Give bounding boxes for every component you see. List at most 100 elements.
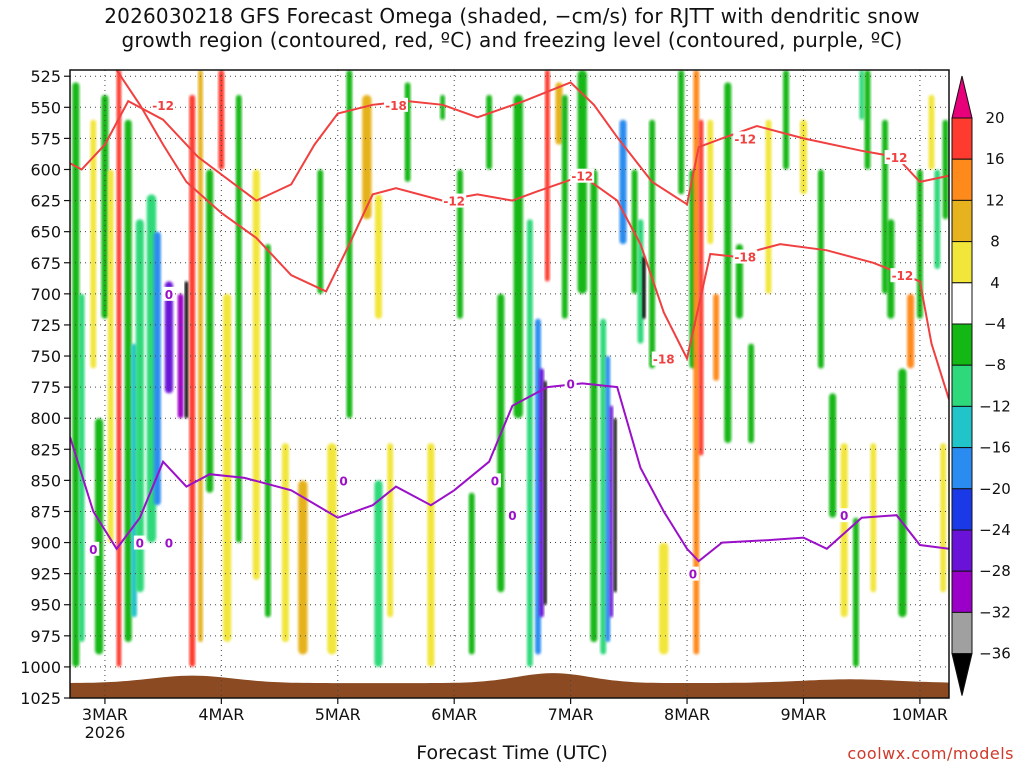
colorbar-label: 4 [990,274,1000,292]
colorbar-swatch-3 [951,199,973,243]
y-tick-label: 525 [30,67,61,86]
y-tick-label: 875 [30,502,61,521]
contour-label-purple: 0 [689,568,697,582]
omega-band-59 [678,70,685,195]
omega-band-26 [327,443,337,655]
omega-band-76 [864,70,871,170]
omega-band-32 [404,82,411,182]
omega-band-84 [934,169,941,269]
contour-label-bg [442,193,467,208]
contour-label-bg [337,473,350,488]
contour-label-red: -18 [385,99,407,113]
omega-band-45 [555,82,563,145]
y-tick-label: 1025 [20,689,61,708]
colorbar-label: −8 [984,356,1006,374]
omega-band-52 [613,418,617,593]
contour-label-bg [733,131,758,146]
y-tick-label: 850 [30,471,61,490]
colorbar-swatch-2 [951,158,973,201]
omega-band-69 [783,70,789,170]
omega-band-0 [72,82,80,667]
contour-label-bg [651,351,676,366]
contour-label-red: -18 [653,353,675,367]
colorbar-swatch-9 [951,447,973,490]
omega-band-14 [184,281,189,419]
colorbar-swatch-13 [951,611,973,655]
omega-band-37 [486,94,492,170]
omega-band-2 [90,119,97,369]
omega-band-17 [206,169,214,493]
omega-band-24 [298,480,308,655]
colorbar-label: 16 [985,150,1004,168]
omega-band-71 [818,169,824,369]
plot-frame [69,69,950,699]
omega-band-3 [95,418,104,655]
contour-label-purple: 0 [491,474,499,488]
contour-label-purple: 0 [339,474,347,488]
colorbar-swatch-11 [951,529,973,572]
colorbar-label: 12 [985,191,1004,209]
omega-band-42 [539,368,544,618]
omega-band-62 [698,119,704,456]
contour-label-bg [488,473,501,488]
omega-band-1 [78,293,85,642]
contour-label-red: -12 [886,151,908,165]
colorbar-label: 8 [990,233,1000,251]
y-tick-label: 975 [30,627,61,646]
omega-band-49 [600,318,607,655]
x-tick-label: 3MAR [82,705,128,724]
credit-text: coolwx.com/models [847,744,1014,763]
contour-label-bg [133,535,146,550]
contour-label-bg [151,97,176,112]
omega-band-85 [940,443,947,593]
contour-label-bg [506,508,519,523]
colorbar-label: −24 [979,521,1011,539]
omega-band-67 [748,343,754,444]
x-tick-label: 10MAR [892,705,948,724]
y-tick-label: 600 [30,160,61,179]
y-tick-label: 550 [30,98,61,117]
colorbar-swatch-8 [951,405,973,449]
omega-band-20 [235,94,242,543]
contour-label-bg [162,286,175,301]
omega-band-33 [427,443,435,667]
omega-band-6 [116,70,122,667]
colorbar-swatch-4 [951,241,973,284]
omega-band-12 [164,281,173,394]
omega-band-43 [543,380,547,605]
y-tick-label: 625 [30,192,61,211]
colorbar-label: −12 [979,397,1011,415]
y-tick-label: 925 [30,565,61,584]
omega-band-64 [713,293,719,381]
y-tick-label: 650 [30,223,61,242]
colorbar-label: −28 [979,562,1011,580]
contour-label-purple: 0 [508,509,516,523]
contour-label-purple: 0 [89,543,97,557]
colorbar-label: 20 [985,109,1004,127]
y-tick-label: 800 [30,409,61,428]
omega-band-11 [153,231,161,506]
omega-band-28 [362,94,372,220]
colorbar-label: −4 [984,315,1006,333]
omega-band-34 [440,94,445,120]
omega-band-21 [252,169,260,580]
omega-band-63 [707,119,714,245]
contour-label-bg [162,535,175,550]
contour-label-purple: 0 [165,288,173,302]
omega-band-75 [859,70,865,120]
contour-minus12 [115,70,949,400]
y-tick-label: 700 [30,285,61,304]
omega-band-51 [609,405,614,618]
omega-band-31 [387,443,394,618]
omega-band-50 [605,356,611,642]
omega-band-58 [659,542,669,655]
omega-band-74 [853,517,859,667]
x-tick-label: 9MAR [780,705,826,724]
omega-band-30 [374,480,383,667]
omega-band-72 [829,393,837,518]
x-tick-label: 4MAR [198,705,244,724]
contour-label-bg [570,168,595,183]
colorbar-label: −20 [979,480,1011,498]
colorbar-label: −36 [979,645,1011,663]
y-tick-label: 950 [30,596,61,615]
